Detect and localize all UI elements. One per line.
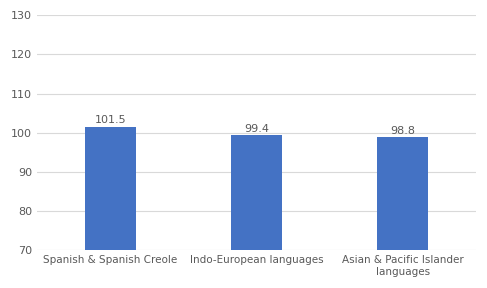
Text: 99.4: 99.4 [244,124,269,134]
Bar [377,137,429,288]
Text: 98.8: 98.8 [390,126,415,136]
Text: 101.5: 101.5 [94,115,126,125]
Bar [85,127,136,288]
Bar [231,135,282,288]
